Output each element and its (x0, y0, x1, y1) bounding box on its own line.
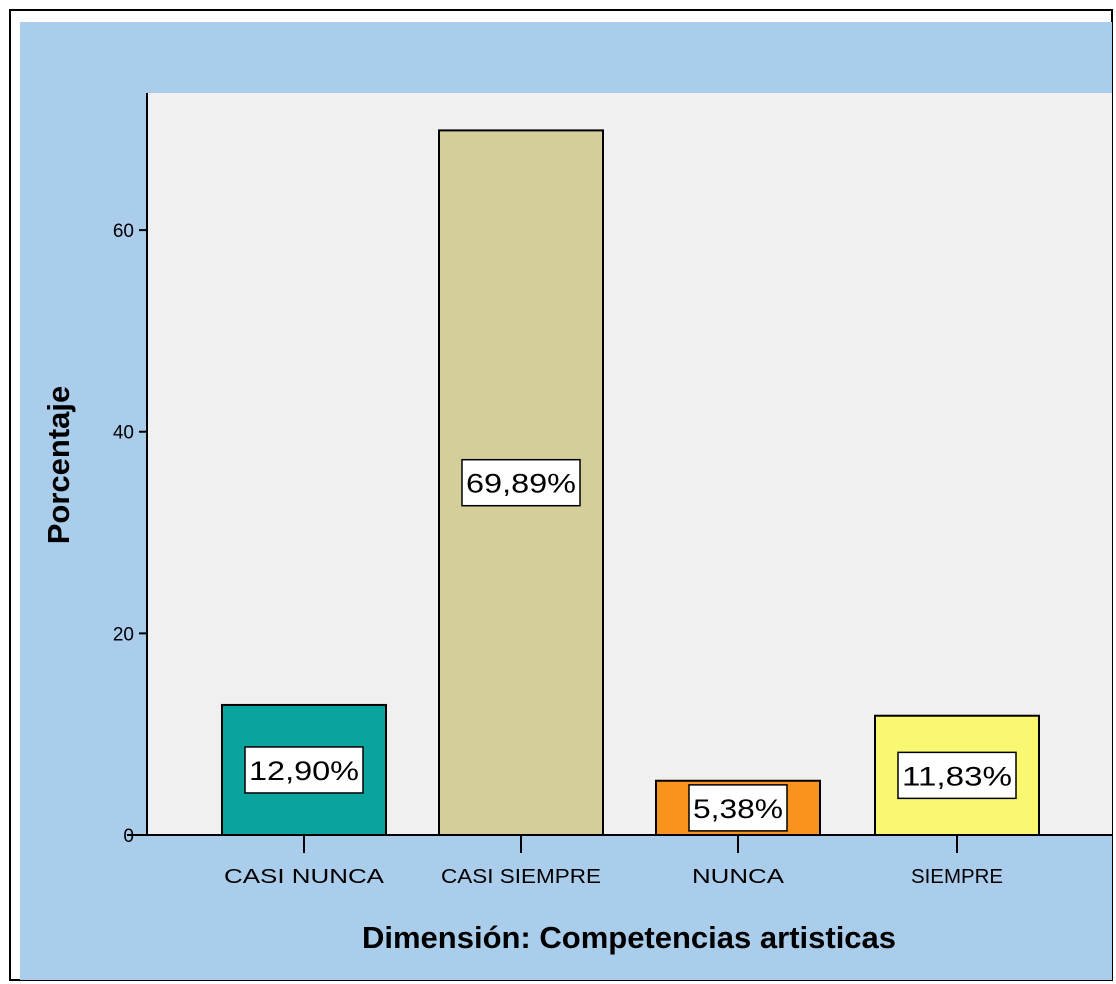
data-labels-group: 12,90% 69,89% 5,38% 11,83% (244, 458, 1017, 832)
data-label-text: 69,89% (466, 469, 576, 499)
data-label-box (461, 458, 581, 507)
y-tick-label: 20 (113, 624, 134, 645)
data-label-text: 5,38% (693, 794, 783, 824)
data-label-text: 11,83% (902, 761, 1012, 791)
data-label: 11,83% (897, 751, 1017, 800)
x-tick-label: CASI SIEMPRE (441, 866, 601, 888)
y-tick-label: 0 (123, 826, 134, 847)
y-tick-label: 40 (113, 423, 134, 444)
y-ticks-group: 0 20 40 60 (113, 221, 147, 847)
data-label: 12,90% (244, 746, 364, 794)
data-label-box (688, 784, 788, 832)
x-axis-title: Dimensión: Competencias artisticas (362, 920, 896, 955)
y-axis-title: Porcentaje (41, 386, 76, 545)
x-tick-label: CASI NUNCA (224, 866, 385, 888)
x-tick-label: NUNCA (692, 866, 785, 888)
data-label-text: 12,90% (249, 756, 359, 786)
data-label: 69,89% (461, 458, 581, 507)
data-label: 5,38% (688, 784, 788, 832)
x-tick-label: SIEMPRE (911, 866, 1003, 888)
data-label-box (897, 751, 1017, 800)
data-label-box (244, 746, 364, 794)
y-tick-label: 60 (113, 221, 134, 242)
x-ticks-group: CASI NUNCA CASI SIEMPRE NUNCA SIEMPRE (224, 835, 1003, 888)
